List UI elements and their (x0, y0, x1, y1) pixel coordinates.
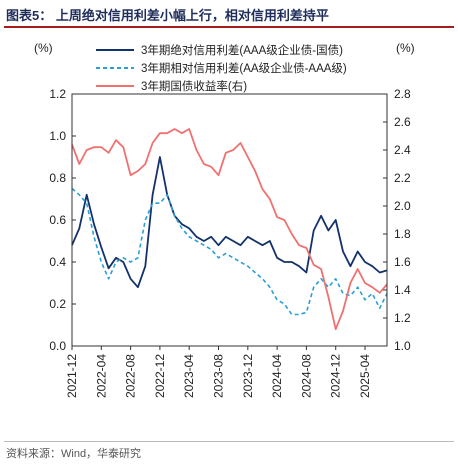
series-lines (71, 128, 388, 331)
source-note: 资料来源：Wind，华泰研究 (6, 448, 142, 460)
series-line-3 (71, 128, 388, 331)
series-line-1 (71, 156, 388, 289)
left-tick-label: 1.0 (49, 129, 66, 143)
left-axis-unit: (%) (34, 41, 53, 55)
legend: 3年期绝对信用利差(AAA级企业债-国债) 3年期相对信用利差(AA级企业债-AA… (96, 43, 347, 93)
x-tick-label: 2023-08 (212, 354, 226, 398)
x-tick-label: 2023-04 (182, 354, 196, 398)
left-tick-label: 0.2 (49, 297, 66, 311)
x-tick-label: 2024-12 (329, 354, 343, 398)
right-axis-ticks: 1.0 1.2 1.4 1.6 1.8 2.0 2.2 2.4 2.6 2.8 (383, 87, 411, 353)
right-tick-label: 2.4 (394, 143, 411, 157)
x-tick-label: 2022-12 (153, 354, 167, 398)
series-line-2 (71, 187, 388, 316)
left-tick-label: 0.8 (49, 171, 66, 185)
x-tick-label: 2022-08 (124, 354, 138, 398)
right-tick-label: 1.2 (394, 311, 411, 325)
title-divider (4, 26, 454, 28)
x-tick-label: 2022-04 (94, 354, 108, 398)
x-tick-label: 2023-12 (241, 354, 255, 398)
left-tick-label: 1.2 (49, 87, 66, 101)
figure-title: 图表5： 上周绝对信用利差小幅上行，相对信用利差持平 (6, 8, 329, 23)
right-tick-label: 1.4 (394, 283, 411, 297)
left-tick-label: 0.6 (49, 213, 66, 227)
source-divider (4, 441, 454, 442)
right-tick-label: 2.8 (394, 87, 411, 101)
left-axis-ticks: 0.0 0.2 0.4 0.6 0.8 1.0 1.2 (49, 87, 76, 353)
legend-label-3: 3年期国债收益率(右) (141, 79, 247, 93)
x-tick-label: 2024-08 (299, 354, 313, 398)
x-tick-label: 2021-12 (65, 354, 79, 398)
x-tick-label: 2025-04 (358, 354, 372, 398)
right-tick-label: 2.2 (394, 171, 411, 185)
plot-border (71, 93, 388, 347)
right-tick-label: 2.0 (394, 199, 411, 213)
x-axis-ticks: 2021-12 2022-04 2022-08 2022-12 2023-04 2023-… (65, 346, 372, 398)
right-tick-label: 1.6 (394, 255, 411, 269)
right-tick-label: 1.8 (394, 227, 411, 241)
plot-frame (71, 93, 388, 347)
right-tick-label: 1.0 (394, 339, 411, 353)
x-tick-label: 2024-04 (270, 354, 284, 398)
legend-label-2: 3年期相对信用利差(AA级企业债-AAA级) (141, 61, 347, 75)
right-tick-label: 2.6 (394, 115, 411, 129)
left-tick-label: 0.4 (49, 255, 66, 269)
legend-label-1: 3年期绝对信用利差(AAA级企业债-国债) (141, 43, 343, 57)
line-chart: (%) (%) 0.00.20.40.60.81.01.2 1.01.21.41… (34, 41, 415, 398)
right-axis-unit: (%) (396, 41, 415, 55)
left-tick-label: 0.0 (49, 339, 66, 353)
